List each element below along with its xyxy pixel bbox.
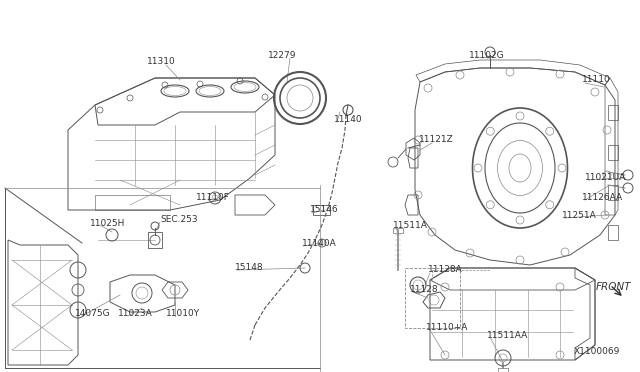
Text: 11140: 11140	[334, 115, 363, 125]
Text: 11310: 11310	[147, 58, 176, 67]
Text: 15146: 15146	[310, 205, 339, 215]
Text: 11110: 11110	[582, 76, 611, 84]
Text: 11140A: 11140A	[302, 238, 337, 247]
Text: 14075G: 14075G	[75, 308, 111, 317]
Text: 11128: 11128	[410, 285, 438, 295]
Text: 15148: 15148	[235, 263, 264, 272]
Bar	[405, 268, 460, 328]
Text: 12279: 12279	[268, 51, 296, 60]
Text: 11021UA: 11021UA	[585, 173, 627, 183]
Text: 11251A: 11251A	[562, 211, 596, 219]
Text: 11110+A: 11110+A	[426, 324, 468, 333]
Text: SEC.253: SEC.253	[160, 215, 198, 224]
Text: 11102G: 11102G	[469, 51, 504, 60]
Text: 11010Y: 11010Y	[166, 308, 200, 317]
Text: X1100069: X1100069	[574, 347, 620, 356]
Text: 11128A: 11128A	[428, 266, 463, 275]
Text: 11511AA: 11511AA	[487, 330, 528, 340]
Text: 11126AA: 11126AA	[582, 193, 623, 202]
Text: 11121Z: 11121Z	[419, 135, 454, 144]
Text: 11025H: 11025H	[90, 218, 125, 228]
Text: 11023A: 11023A	[118, 308, 153, 317]
Text: 11110F: 11110F	[196, 192, 230, 202]
Text: FRONT: FRONT	[596, 282, 632, 292]
Text: 11511A: 11511A	[393, 221, 428, 230]
